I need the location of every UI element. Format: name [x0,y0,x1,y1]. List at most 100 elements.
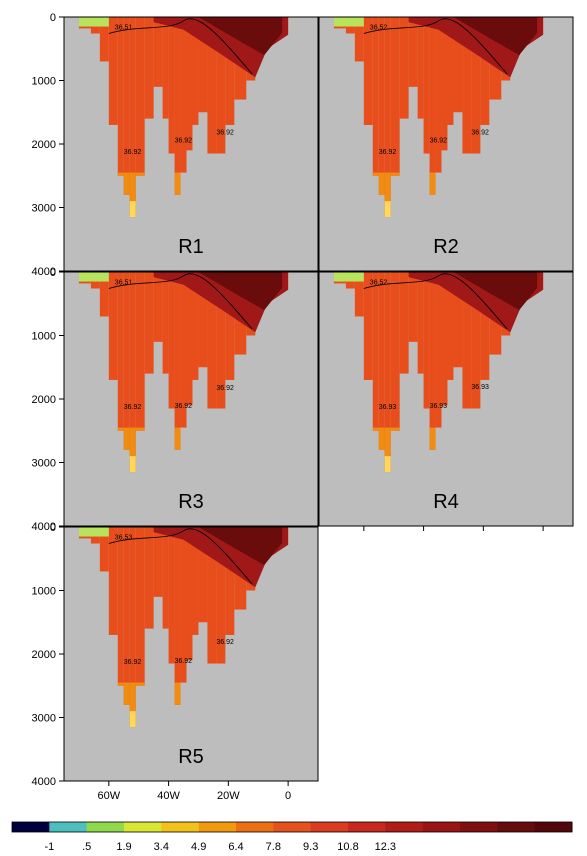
y-tick-label: 0 [50,267,56,279]
water-column [384,17,391,218]
water-column [354,17,364,62]
colorbar-label: 6.4 [228,841,243,853]
deepest-water [129,711,136,728]
contour-label: 36.92 [124,659,142,666]
deep-water [129,427,136,473]
y-tick-label: 4000 [32,521,56,533]
water-column [123,527,130,705]
y-tick-label: 1000 [32,331,56,343]
panel-label: R4 [433,491,459,513]
water-column [378,17,385,195]
water-column [453,17,463,113]
water-column [135,527,145,686]
water-column [174,527,181,705]
water-column [216,272,226,409]
water-column [216,17,226,154]
water-column [180,272,187,428]
colorbar: -1 .5 1.9 3.4 4.9 6.4 7.8 9.3 10.8 12.3 [11,821,573,853]
y-tick-label: 1000 [32,76,56,88]
contour-label: 36.51 [115,25,133,32]
y-tick-label: 3000 [32,203,56,215]
colorbar-swatch [124,822,162,832]
water-column [225,17,235,125]
warmest-layer [198,17,283,56]
y-tick-label: 0 [50,12,56,24]
contour-label: 36.92 [216,129,234,136]
deepest-water [384,456,391,473]
y-tick-label: 4000 [32,776,56,788]
deep-water [384,427,391,473]
panel-r2: 36.52 36.92 36.92 36.92 R2 [318,16,574,272]
water-column [180,527,187,683]
water-column [441,17,448,151]
water-column [384,272,391,473]
y-tick-label: 2000 [32,139,56,151]
deep-water [429,172,436,195]
water-column [447,17,454,125]
water-column [198,272,208,368]
deep-water [135,172,145,176]
water-column [186,527,193,661]
deep-water [123,427,130,450]
panel-label: R5 [178,746,204,768]
colorbar-label: 12.3 [375,841,396,853]
x-tick-label: 0 [285,790,291,802]
deep-water [378,427,385,450]
water-column [135,17,145,176]
y-tick-label: 3000 [32,713,56,725]
warmest-layer [453,17,538,56]
water-column [471,272,481,409]
deep-water [372,172,379,176]
water-column [423,272,430,409]
colorbar-swatch [236,822,274,832]
water-column [192,17,199,125]
water-column [408,272,418,342]
water-column [462,272,472,409]
water-column [168,272,175,409]
panel-r5: 36.53 36.92 36.92 36.92 R5 0 1000 2000 3000 4000 6… [32,522,319,802]
water-column [99,17,109,62]
deep-water [429,427,436,450]
water-column [372,272,379,431]
isohaline-contour [363,18,508,75]
colorbar-label: 4.9 [191,841,206,853]
colorbar-swatch [422,822,461,832]
colorbar-swatch [49,822,88,832]
panel-label: R2 [433,236,459,258]
colorbar-label: 1.9 [116,841,131,853]
water-column [480,17,490,125]
panel-r3: 36.51 36.92 36.92 36.92 R3 0 1000 2000 3000 4000 [32,267,319,533]
warmest-layer [453,272,538,311]
water-column [108,272,118,380]
x-tick-label: 40W [157,790,180,802]
colorbar-swatch [534,822,573,832]
colorbar-swatch [310,822,349,832]
colorbar-label: 9.3 [303,841,318,853]
colorbar-frame [11,821,573,833]
deep-water [372,427,379,431]
deep-water [123,682,130,705]
water-column [363,17,373,125]
water-column [207,272,217,409]
panel-r1: 36.51 36.92 36.92 36.92 R1 0 1000 2000 3000 4000 [32,12,319,278]
colorbar-label: 7.8 [266,841,281,853]
contour-label: 36.93 [471,384,489,391]
water-column [162,17,169,119]
contour-label: 36.92 [379,149,397,156]
deep-water [378,172,385,195]
contour-label: 36.53 [115,535,133,542]
deep-water [390,427,400,431]
water-column [123,17,130,195]
deepest-water [129,456,136,473]
contour-label: 36.92 [216,385,234,392]
water-column [198,527,208,623]
water-column [390,17,400,176]
deep-water [135,427,145,431]
contour-label: 36.92 [124,149,142,156]
contour-label: 36.52 [370,25,388,32]
water-column [417,17,424,119]
surface-cold-water [78,17,109,27]
water-column [99,527,109,572]
water-column [435,17,442,173]
water-column [144,17,154,119]
